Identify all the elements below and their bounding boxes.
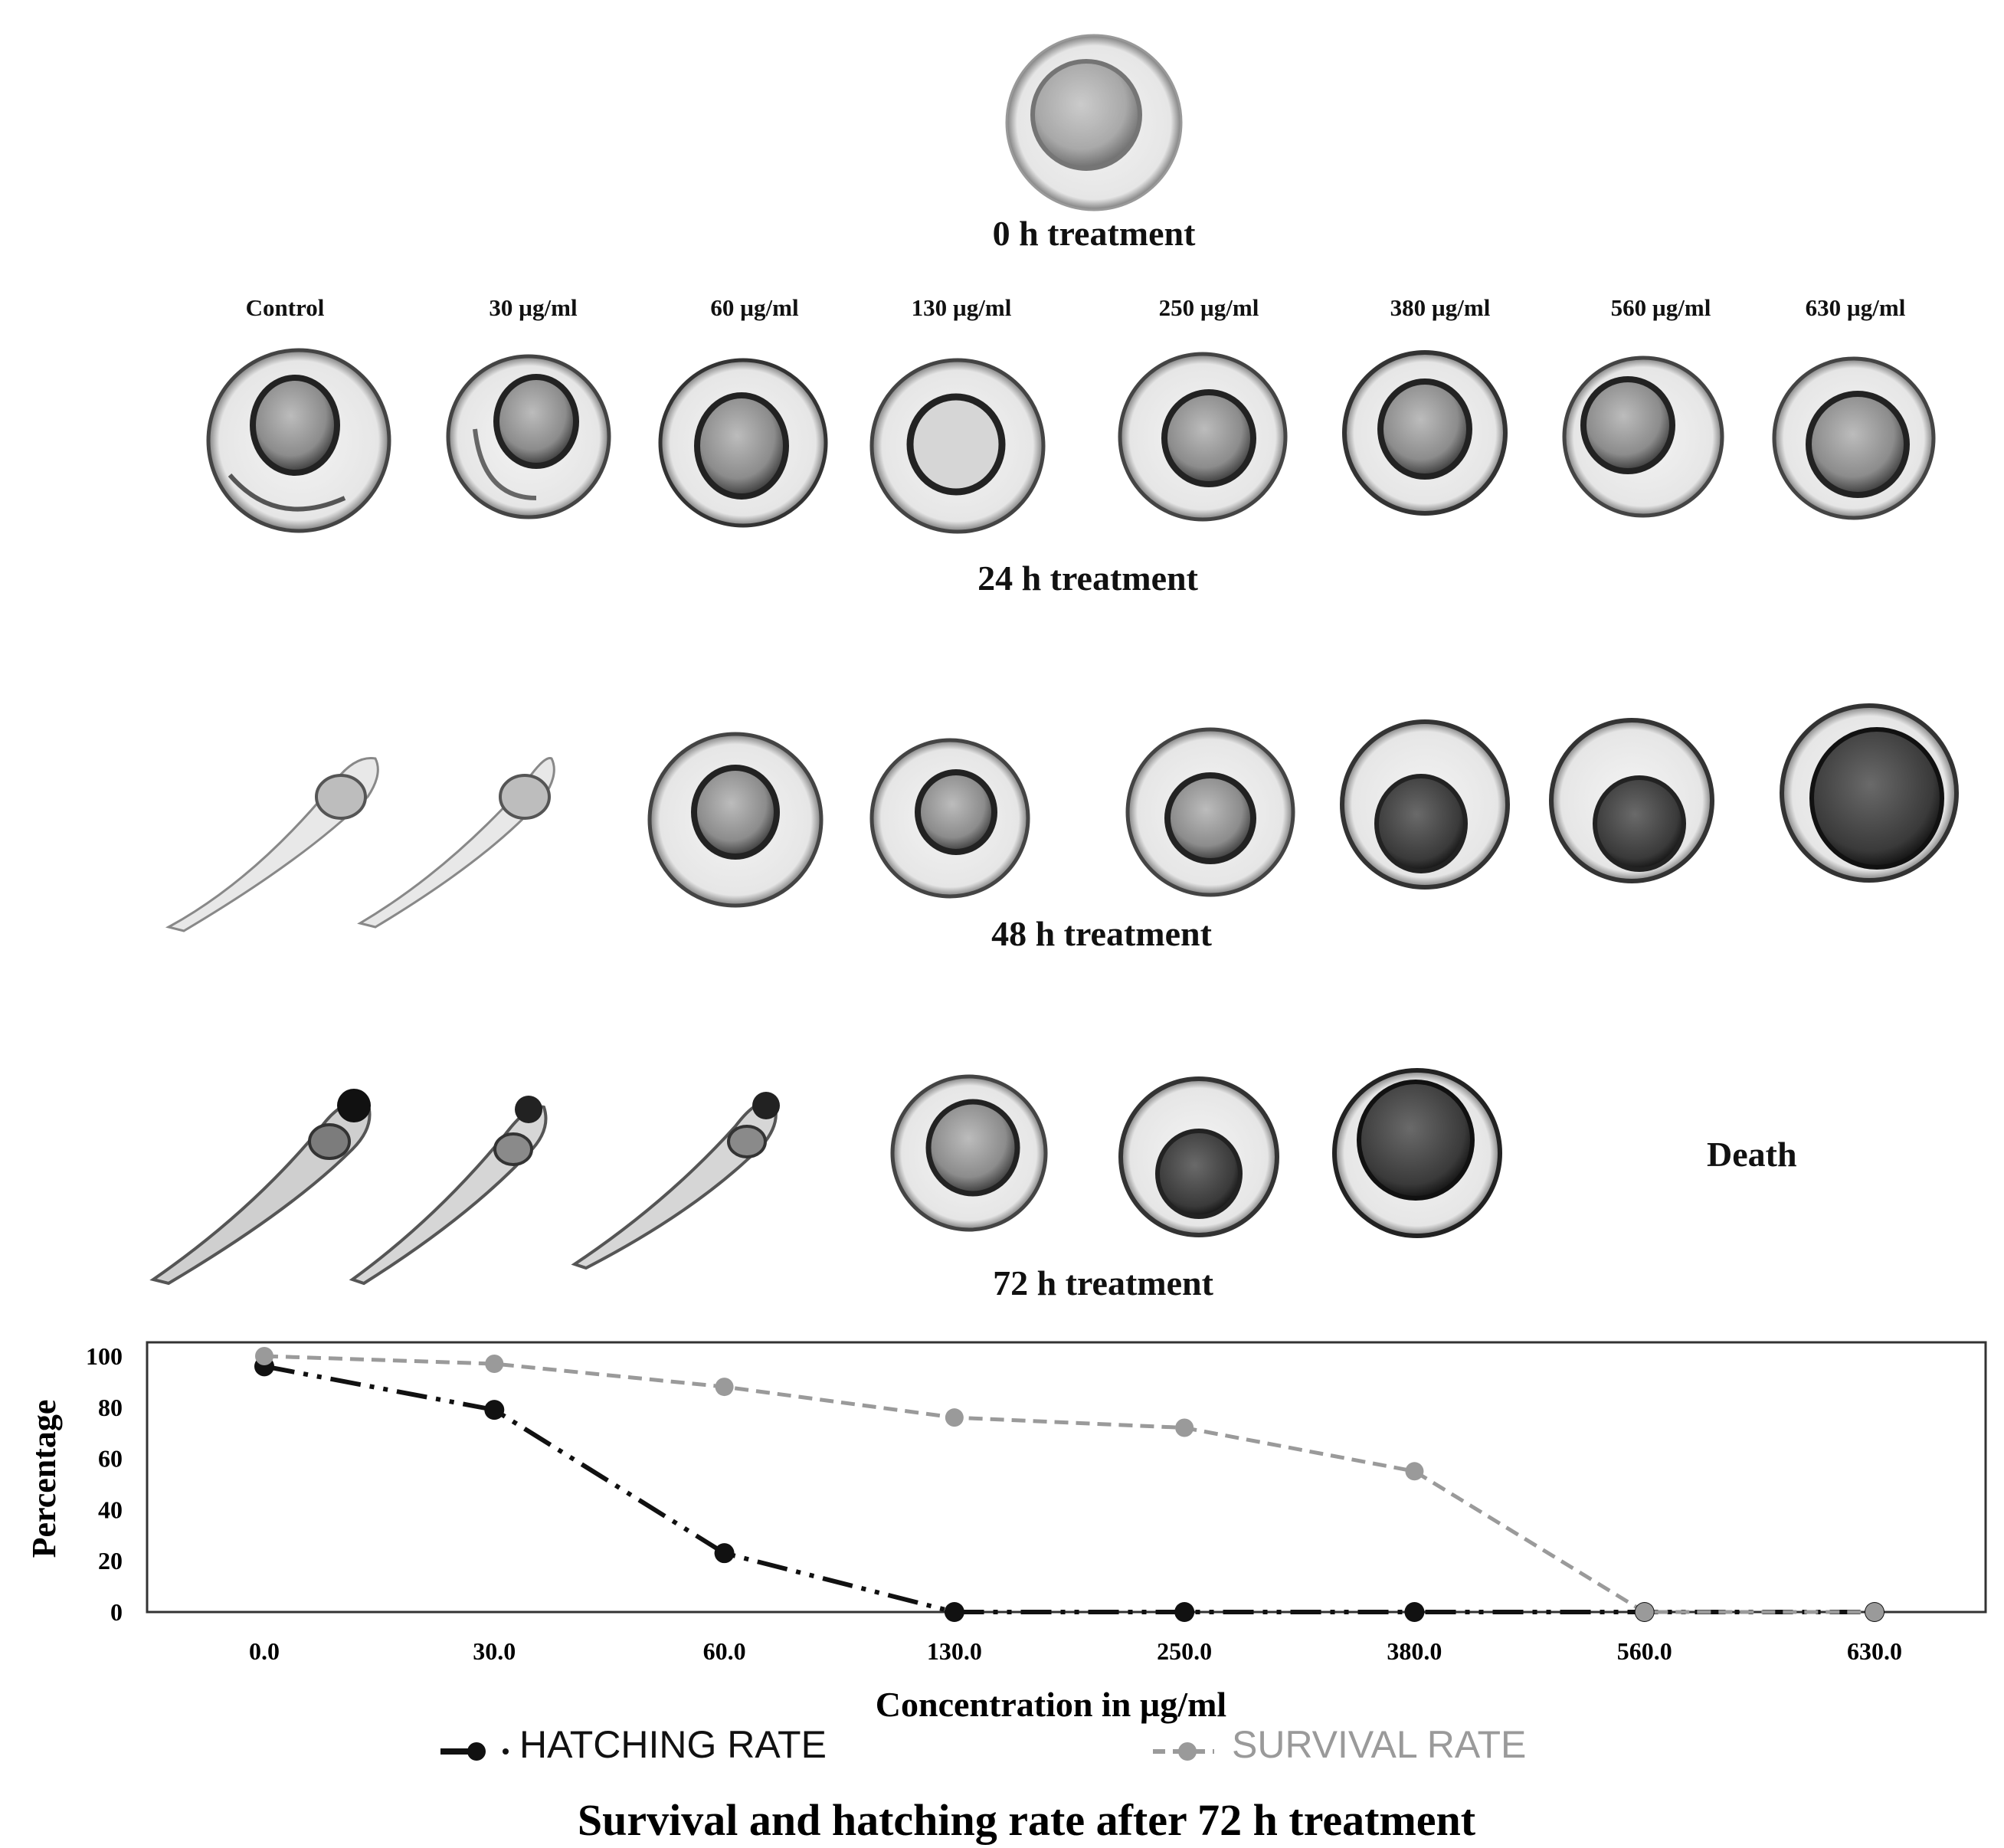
larva-72h-30 [349, 1096, 548, 1286]
survival-rate-point [1175, 1418, 1194, 1437]
larva-72h-60 [571, 1092, 780, 1270]
legend-survival-marker [1153, 1742, 1214, 1761]
embryo-24h-630 [1772, 356, 1936, 520]
x-axis-label: Concentration in µg/ml [876, 1685, 1226, 1724]
embryo-24h-30 [446, 354, 611, 519]
survival-rate-point [485, 1355, 504, 1374]
conc-label-560: 560 µg/ml [1610, 294, 1711, 321]
survival-rate-line [264, 1354, 1875, 1614]
y-tick-label: 20 [98, 1547, 123, 1574]
row-title-0h: 0 h treatment [992, 214, 1196, 253]
y-tick-label: 60 [98, 1445, 123, 1473]
x-tick-label: 130.0 [927, 1637, 982, 1665]
x-tick-label: 30.0 [473, 1637, 516, 1665]
embryo-24h-control [206, 348, 391, 533]
survival-rate-point [255, 1347, 273, 1365]
embryo-48h-130 [869, 738, 1030, 899]
embryo-48h-60 [647, 732, 824, 908]
conc-label-630: 630 µg/ml [1805, 294, 1906, 321]
survival-rate-point [715, 1378, 734, 1397]
conc-label-130: 130 µg/ml [911, 294, 1012, 321]
embryo-72h-380 [1332, 1068, 1502, 1238]
larva-48h-30 [357, 757, 555, 929]
x-tick-label: 380.0 [1387, 1637, 1442, 1665]
y-tick-label: 40 [98, 1496, 123, 1523]
embryo-72h-130 [890, 1074, 1048, 1232]
embryo-0h [1005, 34, 1183, 211]
larva-72h-control [149, 1089, 372, 1286]
embryo-24h-60 [658, 358, 828, 528]
embryo-48h-560 [1549, 718, 1714, 883]
x-tick-label: 630.0 [1847, 1637, 1902, 1665]
legend-hatching-label: HATCHING RATE [519, 1723, 827, 1766]
embryo-24h-250 [1118, 352, 1288, 522]
hatching-rate-point [714, 1543, 735, 1564]
hatching-rate-point [1404, 1602, 1425, 1622]
hatching-rate-line [264, 1364, 1875, 1614]
x-tick-label: 0.0 [249, 1637, 280, 1665]
row-title-72h: 72 h treatment [993, 1263, 1213, 1302]
embryo-48h-630 [1780, 703, 1959, 883]
y-tick-label: 0 [110, 1598, 123, 1626]
hatching-rate-point [484, 1400, 505, 1420]
y-axis-label: Percentage [25, 1400, 63, 1558]
embryo-72h-250 [1118, 1076, 1279, 1237]
conc-label-250: 250 µg/ml [1158, 294, 1259, 321]
plot-frame [146, 1341, 1987, 1614]
conc-label-380: 380 µg/ml [1390, 294, 1491, 321]
larva-48h-control [165, 757, 379, 932]
survival-rate-point [945, 1408, 964, 1427]
embryo-48h-380 [1340, 719, 1510, 890]
hatching-rate-point [1174, 1602, 1195, 1622]
y-tick-label: 80 [98, 1394, 123, 1421]
conc-label-60: 60 µg/ml [710, 294, 799, 321]
y-tick-label: 100 [86, 1342, 123, 1370]
survival-rate-point [1865, 1603, 1884, 1621]
x-tick-label: 250.0 [1157, 1637, 1212, 1665]
x-tick-label: 560.0 [1617, 1637, 1672, 1665]
chart-title: Survival and hatching rate after 72 h tr… [578, 1795, 1476, 1845]
hatching-rate-point [944, 1602, 964, 1622]
death-label: Death [1707, 1135, 1797, 1174]
x-tick-label: 60.0 [703, 1637, 746, 1665]
survival-rate-point [1405, 1462, 1424, 1481]
legend-hatching-marker [440, 1742, 509, 1761]
embryo-24h-560 [1562, 356, 1724, 518]
conc-label-control: Control [245, 294, 325, 321]
row-title-48h: 48 h treatment [991, 914, 1212, 953]
embryo-48h-250 [1125, 727, 1295, 897]
legend-survival-label: SURVIVAL RATE [1232, 1723, 1527, 1766]
row-title-24h: 24 h treatment [977, 559, 1198, 598]
embryo-24h-380 [1342, 350, 1508, 516]
conc-label-30: 30 µg/ml [489, 294, 578, 321]
embryo-24h-130 [869, 358, 1046, 534]
survival-rate-point [1635, 1603, 1654, 1621]
